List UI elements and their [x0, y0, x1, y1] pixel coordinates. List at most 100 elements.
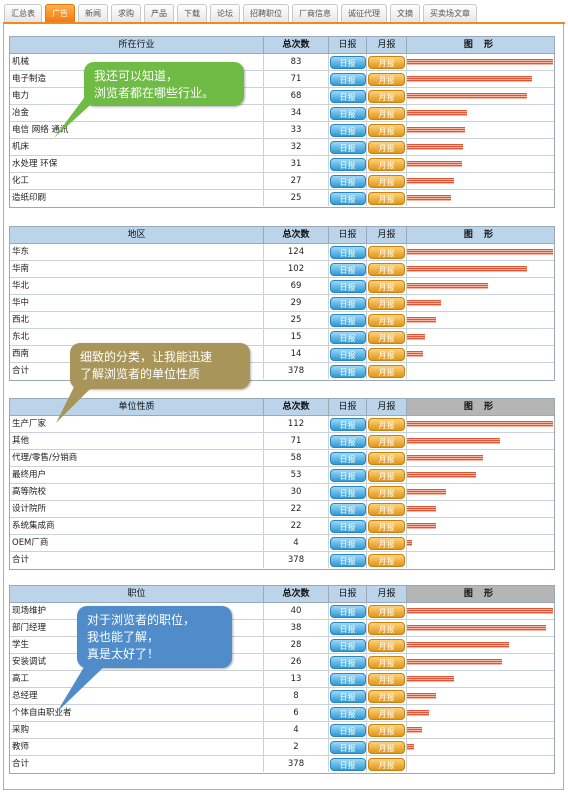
- monthly-report-button[interactable]: 月报: [368, 502, 405, 516]
- table-row: 华中 29 日报 月报: [10, 295, 554, 312]
- daily-report-button[interactable]: 日报: [329, 468, 366, 482]
- monthly-report-button[interactable]: 月报: [368, 621, 405, 635]
- monthly-report-button[interactable]: 月报: [368, 689, 405, 703]
- monthly-report-button[interactable]: 月报: [368, 279, 405, 293]
- monthly-report-button[interactable]: 月报: [368, 638, 405, 652]
- daily-report-button[interactable]: 日报: [329, 723, 366, 737]
- monthly-report-button[interactable]: 月报: [368, 347, 405, 361]
- monthly-report-button[interactable]: 月报: [368, 468, 405, 482]
- tab-agents[interactable]: 诚征代理: [341, 4, 387, 22]
- daily-report-button[interactable]: 日报: [329, 262, 366, 276]
- daily-report-button[interactable]: 日报: [329, 621, 366, 635]
- monthly-report-button[interactable]: 月报: [368, 451, 405, 465]
- monthly-report-button[interactable]: 月报: [368, 553, 405, 567]
- monthly-report-button[interactable]: 月报: [368, 89, 405, 103]
- monthly-report-button[interactable]: 月报: [368, 655, 405, 669]
- monthly-report-button[interactable]: 月报: [368, 245, 405, 259]
- daily-report-button[interactable]: 日报: [329, 740, 366, 754]
- monthly-report-button[interactable]: 月报: [368, 604, 405, 618]
- monthly-report-button[interactable]: 月报: [368, 519, 405, 533]
- table-row: 水处理 环保 31 日报 月报: [10, 156, 554, 173]
- daily-report-button[interactable]: 日报: [329, 417, 366, 431]
- daily-report-button[interactable]: 日报: [329, 313, 366, 327]
- table-header: 职位 总次数 日报 月报图 形: [10, 586, 554, 603]
- daily-report-button[interactable]: 日报: [329, 347, 366, 361]
- monthly-report-button[interactable]: 月报: [368, 706, 405, 720]
- monthly-report-button[interactable]: 月报: [368, 330, 405, 344]
- count-bar: [407, 144, 463, 150]
- row-label: 设计院所: [10, 501, 264, 517]
- daily-report-button[interactable]: 日报: [329, 655, 366, 669]
- tab-vendor-info[interactable]: 厂商信息: [292, 4, 338, 22]
- daily-report-button[interactable]: 日报: [329, 106, 366, 120]
- monthly-report-button[interactable]: 月报: [368, 296, 405, 310]
- row-count: 124: [264, 244, 329, 260]
- daily-report-button[interactable]: 日报: [329, 536, 366, 550]
- tab-forum[interactable]: 论坛: [210, 4, 240, 22]
- monthly-report-button[interactable]: 月报: [368, 672, 405, 686]
- daily-report-button[interactable]: 日报: [329, 757, 366, 771]
- monthly-report-button[interactable]: 月报: [368, 536, 405, 550]
- daily-report-button[interactable]: 日报: [329, 245, 366, 259]
- monthly-report-button[interactable]: 月报: [368, 174, 405, 188]
- count-bar: [407, 249, 553, 255]
- daily-report-button[interactable]: 日报: [329, 296, 366, 310]
- monthly-report-button[interactable]: 月报: [368, 123, 405, 137]
- monthly-report-button[interactable]: 月报: [368, 740, 405, 754]
- tab-market-articles[interactable]: 买卖场文章: [423, 4, 477, 22]
- row-count: 68: [264, 88, 329, 104]
- daily-report-button[interactable]: 日报: [329, 330, 366, 344]
- daily-report-button[interactable]: 日报: [329, 502, 366, 516]
- daily-report-button[interactable]: 日报: [329, 72, 366, 86]
- daily-report-button[interactable]: 日报: [329, 191, 366, 205]
- monthly-report-button[interactable]: 月报: [368, 191, 405, 205]
- monthly-report-button[interactable]: 月报: [368, 55, 405, 69]
- daily-report-button[interactable]: 日报: [329, 279, 366, 293]
- tab-ads[interactable]: 广告: [45, 4, 75, 22]
- tab-products[interactable]: 产品: [144, 4, 174, 22]
- daily-report-button[interactable]: 日报: [329, 157, 366, 171]
- column-daily: 日报: [329, 399, 367, 415]
- tab-downloads[interactable]: 下载: [177, 4, 207, 22]
- row-graph: [407, 278, 554, 294]
- tab-digest[interactable]: 文摘: [390, 4, 420, 22]
- monthly-report-button[interactable]: 月报: [368, 723, 405, 737]
- monthly-report-button[interactable]: 月报: [368, 313, 405, 327]
- monthly-report-button[interactable]: 月报: [368, 417, 405, 431]
- daily-report-button[interactable]: 日报: [329, 672, 366, 686]
- table-row: 总经理 8 日报 月报: [10, 688, 554, 705]
- monthly-report-button[interactable]: 月报: [368, 434, 405, 448]
- daily-report-button[interactable]: 日报: [329, 123, 366, 137]
- daily-report-button[interactable]: 日报: [329, 174, 366, 188]
- monthly-report-button[interactable]: 月报: [368, 157, 405, 171]
- monthly-report-button[interactable]: 月报: [368, 72, 405, 86]
- monthly-report-button[interactable]: 月报: [368, 106, 405, 120]
- daily-report-button[interactable]: 日报: [329, 451, 366, 465]
- monthly-report-button[interactable]: 月报: [368, 485, 405, 499]
- row-count: 102: [264, 261, 329, 277]
- daily-report-button[interactable]: 日报: [329, 89, 366, 103]
- daily-report-button[interactable]: 日报: [329, 364, 366, 378]
- daily-report-button[interactable]: 日报: [329, 434, 366, 448]
- daily-report-button[interactable]: 日报: [329, 689, 366, 703]
- daily-report-button[interactable]: 日报: [329, 485, 366, 499]
- table-header: 地区 总次数 日报 月报 图 形: [10, 227, 554, 244]
- tab-summary[interactable]: 汇总表: [4, 4, 42, 22]
- daily-report-button[interactable]: 日报: [329, 553, 366, 567]
- monthly-report-button[interactable]: 月报: [368, 262, 405, 276]
- tab-news[interactable]: 新闻: [78, 4, 108, 22]
- daily-report-button[interactable]: 日报: [329, 706, 366, 720]
- daily-report-button[interactable]: 日报: [329, 55, 366, 69]
- daily-report-button[interactable]: 日报: [329, 140, 366, 154]
- row-count: 22: [264, 501, 329, 517]
- count-bar: [407, 608, 553, 614]
- monthly-report-button[interactable]: 月报: [368, 757, 405, 771]
- tab-purchase[interactable]: 求购: [111, 4, 141, 22]
- daily-report-button[interactable]: 日报: [329, 638, 366, 652]
- monthly-report-button[interactable]: 月报: [368, 140, 405, 154]
- daily-report-button[interactable]: 日报: [329, 604, 366, 618]
- daily-report-button[interactable]: 日报: [329, 519, 366, 533]
- monthly-report-button[interactable]: 月报: [368, 364, 405, 378]
- count-bar: [407, 161, 462, 167]
- tab-jobs[interactable]: 招聘职位: [243, 4, 289, 22]
